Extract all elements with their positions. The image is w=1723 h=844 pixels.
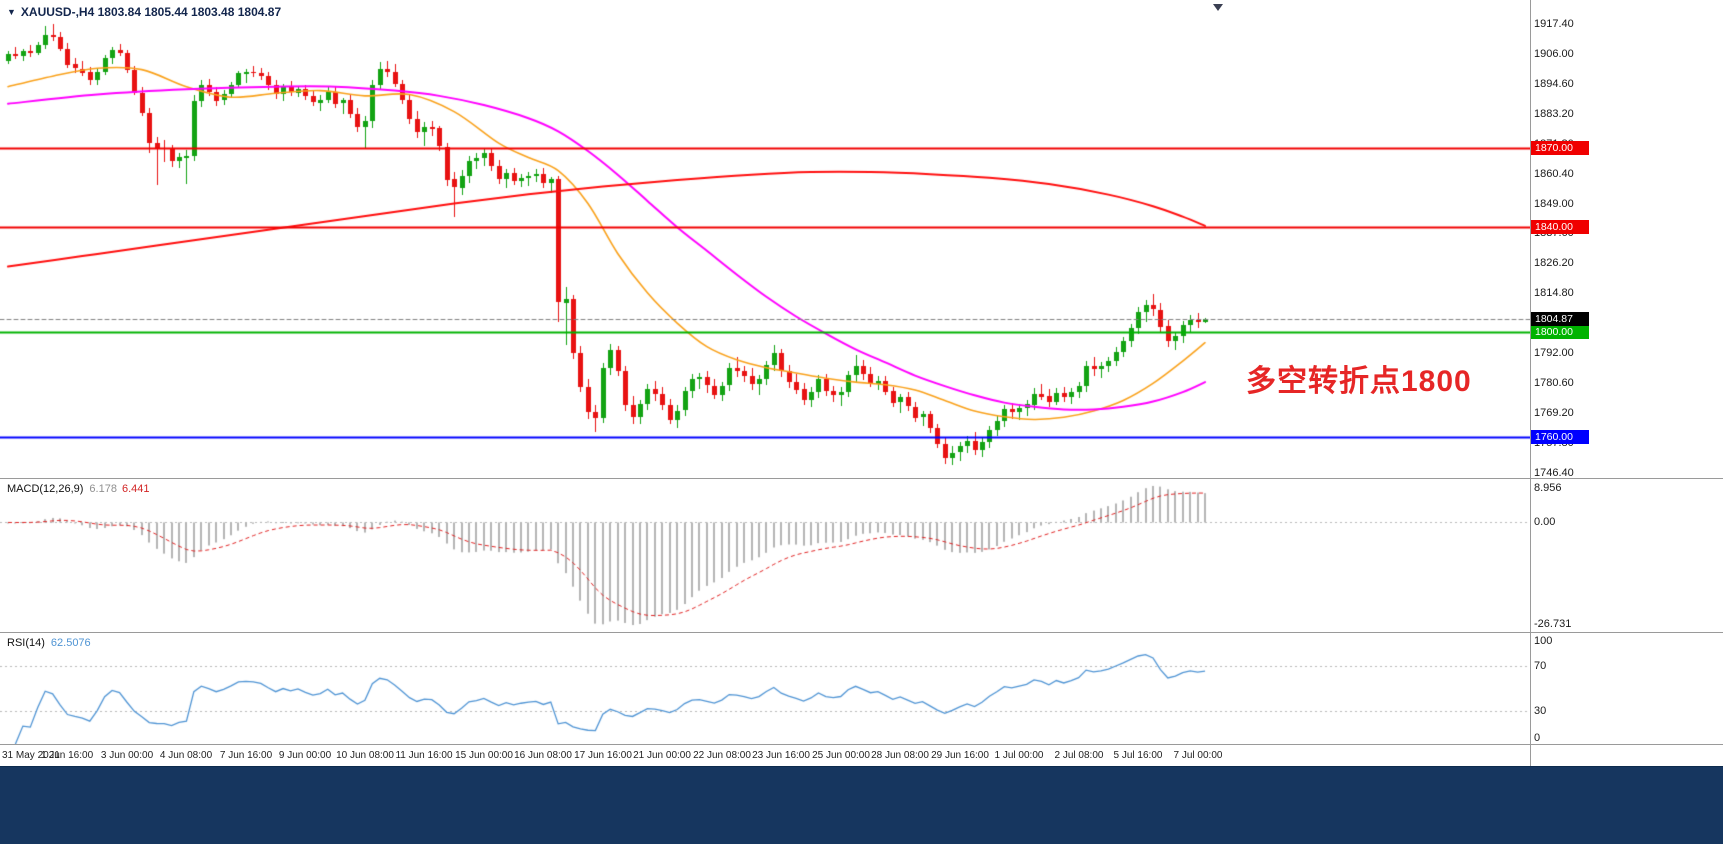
time-axis-label: 29 Jun 16:00	[931, 750, 989, 761]
rsi-name: RSI(14)	[7, 637, 45, 649]
chart-shift-marker-icon	[1213, 4, 1223, 11]
price-tick-label: 1826.20	[1534, 257, 1574, 269]
price-chart-canvas[interactable]	[0, 0, 1530, 478]
hline-price-badge: 1760.00	[1531, 430, 1589, 444]
rsi-indicator-label: RSI(14) 62.5076	[7, 637, 91, 649]
time-axis-label: 1 Jul 00:00	[994, 750, 1044, 761]
annotation-text[interactable]: 多空转折点1800	[1246, 365, 1472, 398]
symbol-timeframe-label: XAUUSD-,H4	[20, 5, 95, 19]
macd-indicator-canvas[interactable]	[0, 479, 1530, 632]
symbol-dropdown-icon[interactable]: ▼	[7, 7, 16, 17]
hline-price-badge: 1870.00	[1531, 141, 1589, 155]
price-tick-label: 1814.80	[1534, 287, 1574, 299]
time-axis-label: 1 Jun 16:00	[40, 750, 94, 761]
time-axis-label: 22 Jun 08:00	[693, 750, 751, 761]
rsi-value: 62.5076	[50, 637, 91, 649]
time-axis-label: 21 Jun 00:00	[633, 750, 691, 761]
price-tick-label: 1780.60	[1534, 377, 1574, 389]
time-axis-separator[interactable]	[0, 744, 1723, 745]
macd-max-label: 8.956	[1534, 482, 1562, 494]
price-tick-label: 1906.00	[1534, 48, 1574, 60]
macd-main-value: 6.178	[89, 483, 117, 495]
rsi-tick-label: 70	[1534, 660, 1547, 672]
time-axis-label: 31 May 2021	[2, 750, 60, 761]
price-scale-separator[interactable]	[1530, 0, 1531, 766]
price-tick-label: 1917.40	[1534, 18, 1574, 30]
time-axis-label: 7 Jul 00:00	[1173, 750, 1223, 761]
time-axis-label: 2 Jul 08:00	[1054, 750, 1104, 761]
pane-separator[interactable]	[0, 632, 1723, 633]
chart-header: ▼ XAUUSD-,H4 1803.84 1805.44 1803.48 1804…	[7, 5, 281, 19]
time-axis-label: 4 Jun 08:00	[159, 750, 213, 761]
time-axis-label: 17 Jun 16:00	[574, 750, 632, 761]
price-tick-label: 1860.40	[1534, 168, 1574, 180]
pane-separator[interactable]	[0, 478, 1723, 479]
ohlc-values: 1803.84 1805.44 1803.48 1804.87	[97, 5, 282, 19]
price-tick-label: 1769.20	[1534, 407, 1574, 419]
time-axis-label: 16 Jun 08:00	[514, 750, 572, 761]
current-price-badge: 1804.87	[1531, 312, 1589, 326]
rsi-indicator-canvas[interactable]	[0, 633, 1530, 744]
time-axis-label: 10 Jun 08:00	[336, 750, 394, 761]
time-axis-label: 3 Jun 00:00	[100, 750, 154, 761]
time-axis-label: 25 Jun 00:00	[812, 750, 870, 761]
price-tick-label: 1746.40	[1534, 467, 1574, 479]
time-axis-label: 11 Jun 16:00	[395, 750, 453, 761]
time-axis-label: 7 Jun 16:00	[219, 750, 273, 761]
hline-price-badge: 1840.00	[1531, 220, 1589, 234]
price-tick-label: 1883.20	[1534, 108, 1574, 120]
macd-name: MACD(12,26,9)	[7, 483, 84, 495]
macd-zero-label: 0.00	[1534, 516, 1556, 528]
time-axis-label: 9 Jun 00:00	[278, 750, 332, 761]
price-tick-label: 1849.00	[1534, 198, 1574, 210]
time-axis-label: 15 Jun 00:00	[455, 750, 513, 761]
rsi-tick-label: 100	[1534, 635, 1553, 647]
hline-price-badge: 1800.00	[1531, 325, 1589, 339]
price-tick-label: 1792.00	[1534, 347, 1574, 359]
macd-signal-value: 6.441	[121, 483, 150, 495]
time-axis-label: 5 Jul 16:00	[1113, 750, 1163, 761]
rsi-tick-label: 0	[1534, 732, 1541, 744]
bottom-panel	[0, 766, 1723, 844]
time-axis-label: 23 Jun 16:00	[752, 750, 810, 761]
time-axis-label: 28 Jun 08:00	[871, 750, 929, 761]
macd-indicator-label: MACD(12,26,9) 6.178 6.441	[7, 483, 149, 495]
price-tick-label: 1894.60	[1534, 78, 1574, 90]
macd-min-label: -26.731	[1534, 618, 1572, 630]
rsi-tick-label: 30	[1534, 705, 1547, 717]
